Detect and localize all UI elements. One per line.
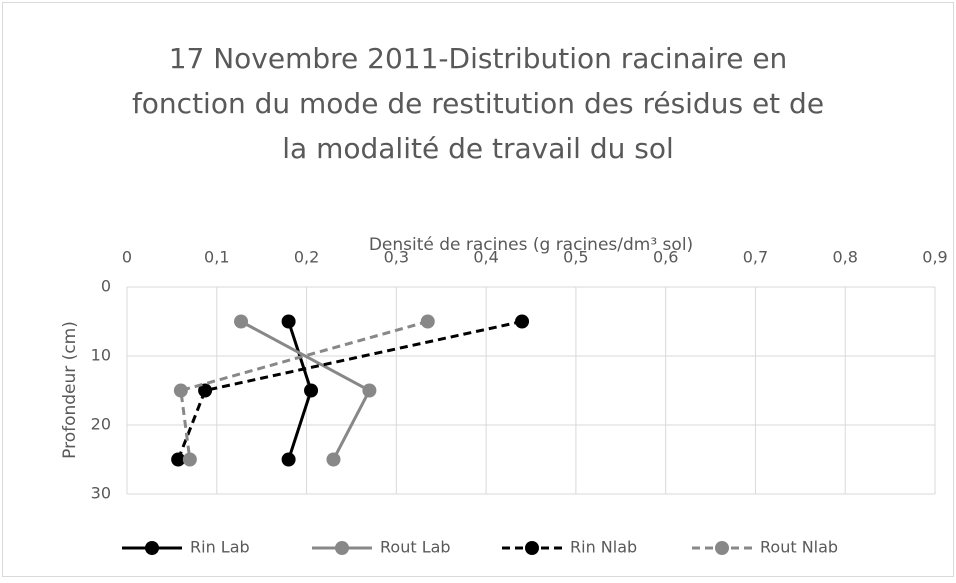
legend-marker <box>145 541 159 555</box>
y-tick-label: 0 <box>101 277 111 296</box>
x-tick-label: 0,9 <box>922 248 947 267</box>
y-tick-label: 10 <box>91 346 111 365</box>
data-point <box>171 452 186 467</box>
data-point <box>173 383 188 398</box>
chart-title: 17 Novembre 2011-Distribution racinaire … <box>169 42 788 75</box>
legend-label: Rout Lab <box>380 538 451 557</box>
series-line <box>179 320 429 460</box>
x-tick-label: 0 <box>122 248 132 267</box>
data-point <box>281 314 296 329</box>
x-tick-label: 0,2 <box>294 248 319 267</box>
data-point <box>198 383 213 398</box>
chart-title: la modalité de travail du sol <box>282 132 674 165</box>
legend-label: Rin Lab <box>190 538 250 557</box>
y-axis-title: Profondeur (cm) <box>60 321 80 459</box>
y-tick-label: 30 <box>91 484 111 503</box>
legend-marker <box>525 541 539 555</box>
legend-label: Rout Nlab <box>760 538 838 557</box>
x-tick-label: 0,6 <box>653 248 678 267</box>
data-point <box>182 452 197 467</box>
legend-marker <box>335 541 349 555</box>
x-tick-label: 0,1 <box>204 248 229 267</box>
x-tick-label: 0,3 <box>384 248 409 267</box>
series-line <box>176 320 523 461</box>
data-point <box>326 452 341 467</box>
x-tick-label: 0,4 <box>473 248 498 267</box>
data-point <box>304 383 319 398</box>
y-tick-label: 20 <box>91 415 111 434</box>
data-point <box>362 383 377 398</box>
data-point <box>234 314 249 329</box>
data-point <box>281 452 296 467</box>
x-tick-label: 0,5 <box>563 248 588 267</box>
data-point <box>420 314 435 329</box>
x-tick-label: 0,8 <box>832 248 857 267</box>
x-tick-label: 0,7 <box>743 248 768 267</box>
data-point <box>515 314 530 329</box>
legend-label: Rin Nlab <box>570 538 637 557</box>
legend-marker <box>715 541 729 555</box>
chart-title: fonction du mode de restitution des rési… <box>132 87 824 120</box>
x-axis-title: Densité de racines (g racines/dm³ sol) <box>369 235 693 255</box>
